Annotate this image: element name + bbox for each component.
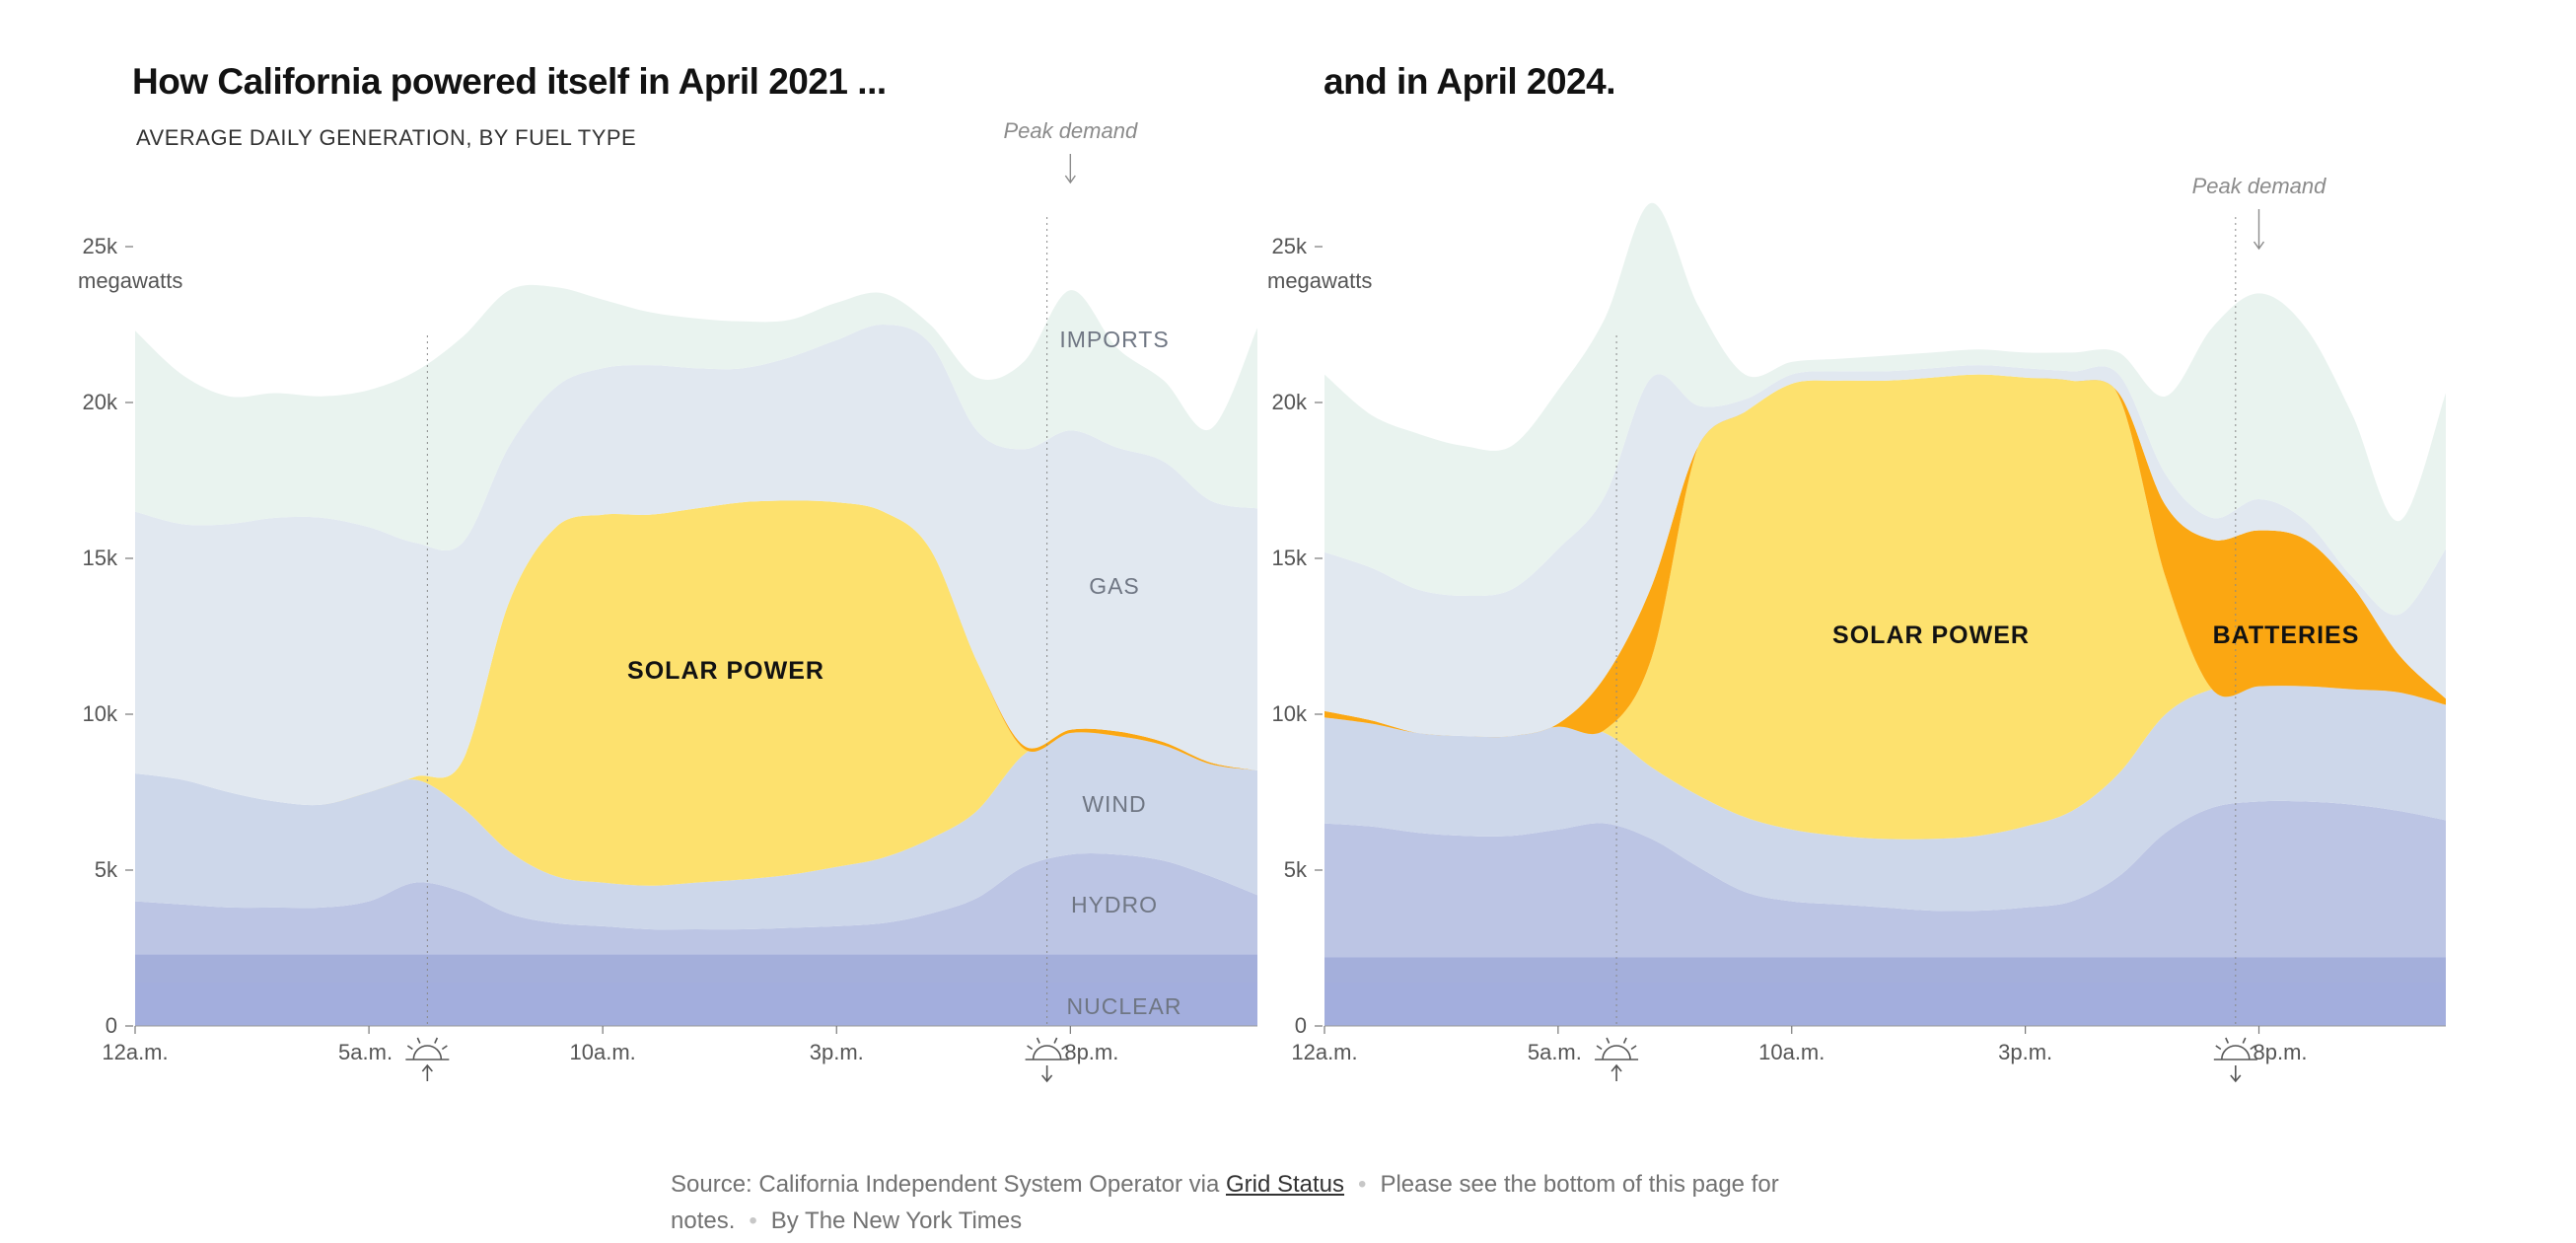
y-tick-label: 0 [106,1013,117,1038]
label-batteries: BATTERIES [2213,622,2360,649]
y-tick-label: 0 [1295,1013,1307,1038]
area-gas [1324,365,2446,738]
y-tick-label: 15k [1272,546,1308,570]
chart-panel-2024: 0 5k 10k 15k 20k 25k megawatts 12a.m. 5a.m. 10a.m… [1267,174,2446,1083]
separator-dot: • [749,1207,757,1234]
x-tick-label: 8p.m. [2254,1040,2308,1064]
x-tick-label: 12a.m. [1291,1040,1357,1064]
y-tick-label: 5k [1284,857,1308,882]
area-batteries [1324,374,2446,738]
area-imports [1324,202,2446,616]
peak-arrowhead-icon [2253,241,2265,251]
label-wind: WIND [1082,791,1146,817]
x-tick-label: 10a.m. [570,1040,636,1064]
y-tick-label: 25k [1272,234,1308,258]
area-wind [135,731,1257,930]
x-tick-label: 3p.m. [810,1040,864,1064]
source-link[interactable]: Grid Status [1225,1171,1345,1198]
sunrise-icon [1595,1037,1639,1081]
x-tick-label: 12a.m. [102,1040,168,1064]
peak-arrowhead-icon [1064,175,1076,184]
y-tick-label: 15k [83,546,118,570]
x-tick-label: 5a.m. [338,1040,393,1064]
x-tick-label: 5a.m. [1528,1040,1582,1064]
chart-subtitle: AVERAGE DAILY GENERATION, BY FUEL TYPE [136,125,637,150]
area-hydro [1324,800,2446,958]
nuclear-band [1324,982,2446,1026]
chart-title-2021: How California powered itself in April 2… [132,61,887,102]
sunrise-icon [405,1037,450,1081]
area-nuclear [1324,957,2446,1026]
label-gas: GAS [1089,573,1140,599]
y-tick-label: 20k [1272,390,1308,414]
separator-dot: • [1358,1171,1367,1198]
label-nuclear: NUCLEAR [1067,993,1182,1019]
y-tick-label: 25k [83,234,118,258]
area-imports [135,284,1257,551]
y-tick-label: 10k [83,701,118,726]
area-solar [1324,374,2446,840]
y-unit-label: megawatts [78,268,182,293]
area-wind [1324,686,2446,912]
area-gas [135,324,1257,806]
sunset-icon [1025,1037,1069,1083]
chart-title-2024: and in April 2024. [1324,61,1616,102]
peak-demand-label: Peak demand [2192,174,2327,198]
area-hydro [135,852,1257,955]
source-text: Source: California Independent System Op… [671,1171,1220,1198]
y-tick-label: 20k [83,390,118,414]
y-unit-label: megawatts [1267,268,1372,293]
label-hydro: HYDRO [1071,892,1158,917]
nuclear-band [135,982,1257,1026]
label-imports: IMPORTS [1059,327,1169,352]
chart-panel-2021: 0 5k 10k 15k 20k 25k megawatts 12a.m. 5a.m. 10a.m… [78,118,1257,1083]
peak-demand-label: Peak demand [1003,118,1138,143]
x-tick-label: 3p.m. [1998,1040,2052,1064]
y-tick-label: 5k [95,857,118,882]
label-solar: SOLAR POWER [627,657,824,685]
area-nuclear [135,954,1257,1026]
source-note: Source: California Independent System Op… [671,1166,1864,1239]
byline: By The New York Times [770,1207,1023,1234]
x-tick-label: 10a.m. [1758,1040,1825,1064]
x-tick-label: 8p.m. [1064,1040,1118,1064]
notes-text: Please see the bottom of this page for n… [671,1171,1779,1234]
sunset-icon [2213,1037,2257,1083]
label-solar: SOLAR POWER [1832,622,2030,649]
y-tick-label: 10k [1272,701,1308,726]
area-solar [135,500,1257,886]
